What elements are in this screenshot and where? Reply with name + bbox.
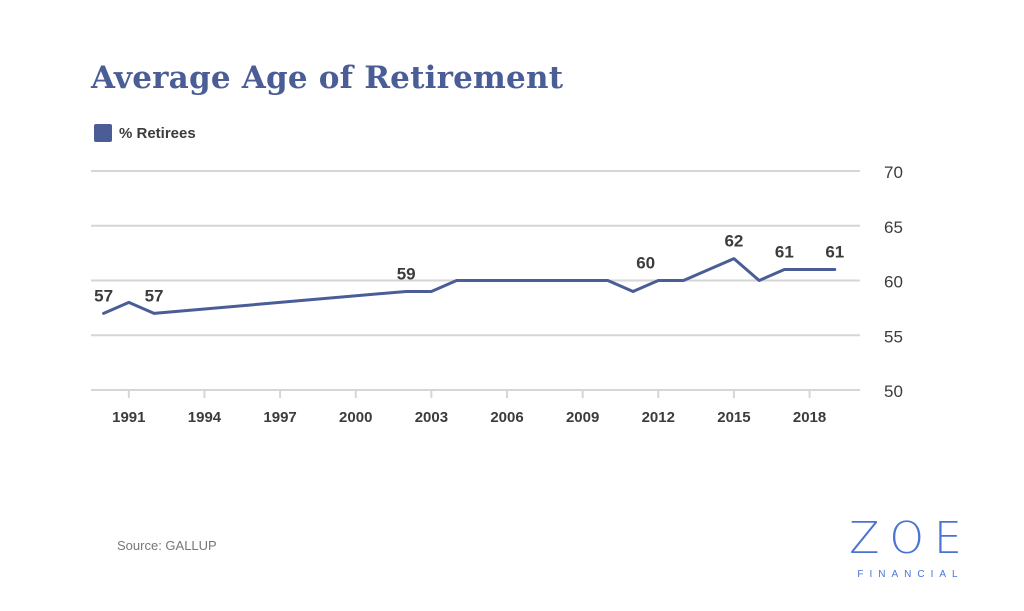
chart-legend: % Retirees	[94, 124, 196, 142]
data-label: 62	[724, 232, 743, 251]
legend-swatch	[94, 124, 112, 142]
y-tick-label: 50	[884, 382, 903, 401]
legend-label: % Retirees	[119, 124, 196, 142]
x-tick-label: 1991	[112, 409, 145, 426]
x-tick-label: 1994	[188, 409, 222, 426]
x-tick-label: 2000	[339, 409, 372, 426]
series-line	[102, 257, 837, 315]
logo-subtitle: FINANCIAL	[857, 569, 964, 580]
y-tick-label: 60	[884, 273, 903, 292]
data-label: 61	[775, 243, 794, 262]
x-tick-label: 2015	[717, 409, 750, 426]
data-label: 59	[397, 264, 416, 283]
x-tick-label: 2009	[566, 409, 599, 426]
x-tick-label: 2012	[642, 409, 675, 426]
y-tick-label: 65	[884, 218, 903, 237]
x-tick-label: 2003	[415, 409, 448, 426]
data-label: 60	[636, 254, 655, 273]
data-label: 57	[145, 286, 164, 305]
source-note: Source: GALLUP	[117, 538, 217, 553]
chart-title: Average Age of Retirement	[91, 60, 564, 96]
logo-wordmark: ZOE	[849, 513, 972, 564]
zoe-financial-logo: ZOE FINANCIAL	[838, 515, 983, 585]
data-label: 57	[94, 286, 113, 305]
x-tick-label: 2018	[793, 409, 826, 426]
y-tick-label: 55	[884, 327, 903, 346]
y-tick-label: 70	[884, 163, 903, 182]
x-tick-label: 1997	[263, 409, 296, 426]
data-label: 61	[825, 243, 844, 262]
x-tick-label: 2006	[490, 409, 523, 426]
